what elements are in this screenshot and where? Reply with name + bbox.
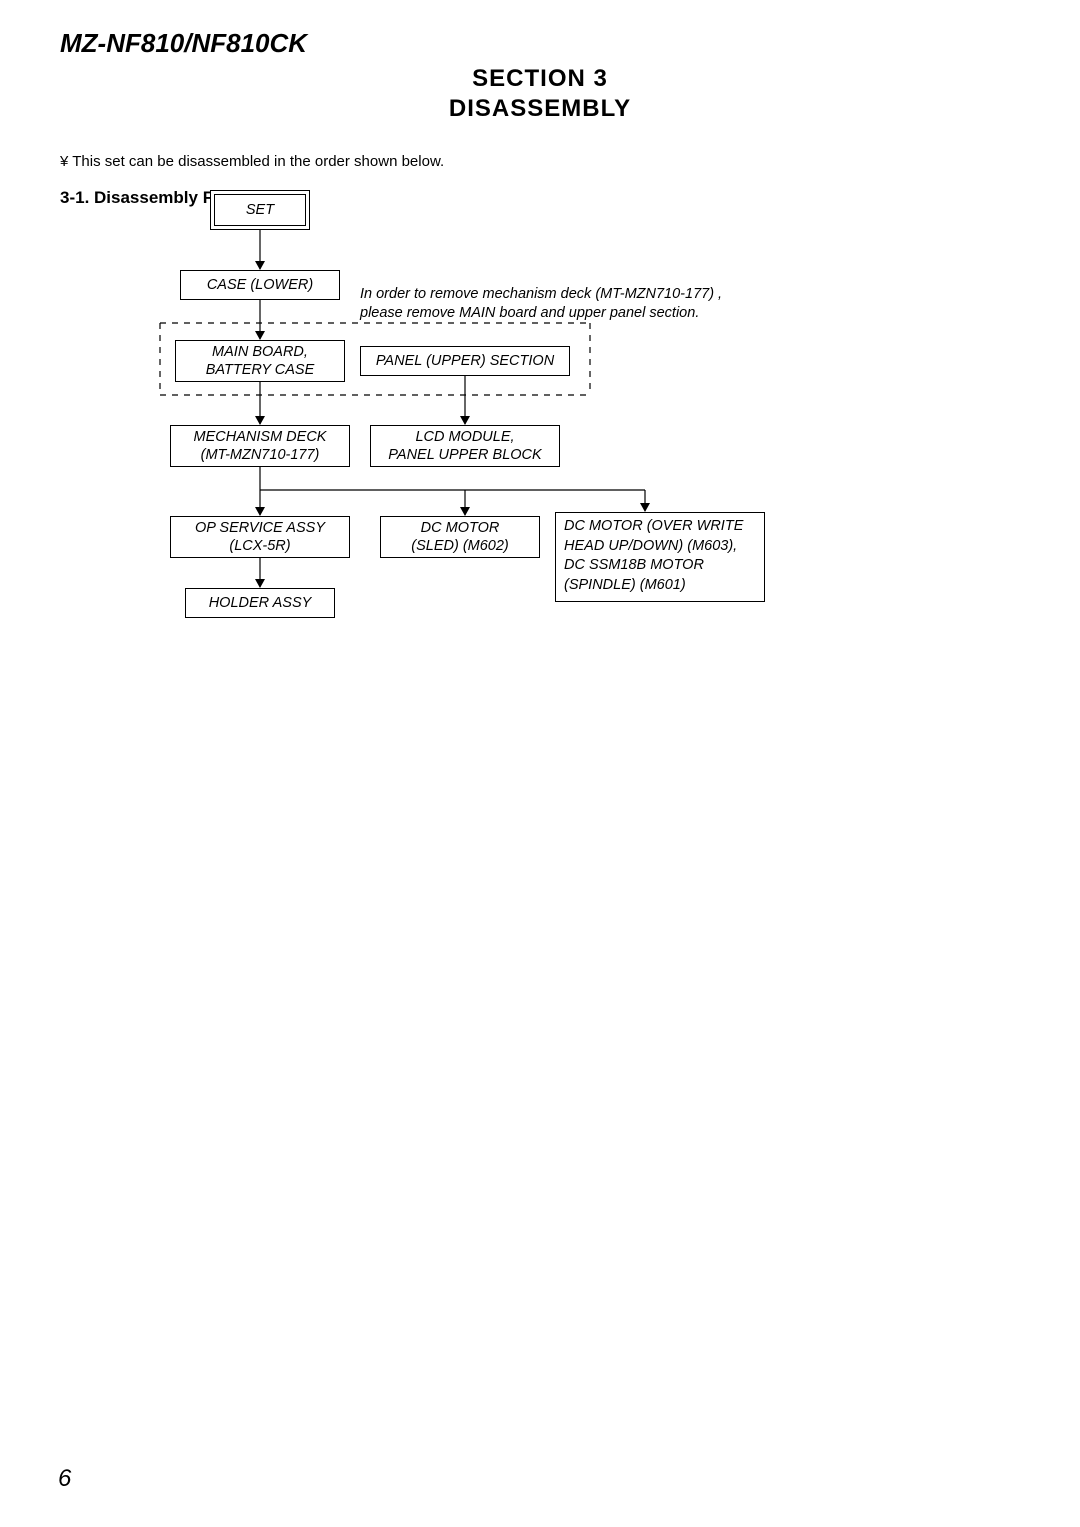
node-mech_deck: MECHANISM DECK (MT-MZN710-177): [170, 425, 350, 467]
page-number: 6: [58, 1465, 71, 1493]
disassembly-flowchart: SET CASE (LOWER) MAIN BOARD, BATTERY CASE P…: [60, 180, 1020, 720]
node-main_board: MAIN BOARD, BATTERY CASE: [175, 340, 345, 382]
flow-info-label: In order to remove mechanism deck (MT-MZ…: [360, 285, 722, 323]
section-title-line1: SECTION 3: [472, 65, 608, 92]
node-case_lower: CASE (LOWER): [180, 270, 340, 300]
node-dc_sled: DC MOTOR (SLED) (M602): [380, 516, 540, 558]
node-dc_over: DC MOTOR (OVER WRITE HEAD UP/DOWN) (M603…: [555, 512, 765, 602]
node-op_service: OP SERVICE ASSY (LCX-5R): [170, 516, 350, 558]
section-title-line2: DISASSEMBLY: [60, 95, 1020, 123]
node-holder: HOLDER ASSY: [185, 588, 335, 618]
disassembly-note: ¥ This set can be disassembled in the or…: [60, 153, 1020, 170]
node-panel_upper: PANEL (UPPER) SECTION: [360, 346, 570, 376]
node-lcd_module: LCD MODULE, PANEL UPPER BLOCK: [370, 425, 560, 467]
model-header: MZ-NF810/NF810CK: [60, 28, 1020, 59]
section-title: SECTION 3 DISASSEMBLY: [60, 65, 1020, 123]
node-set: SET: [210, 190, 310, 230]
